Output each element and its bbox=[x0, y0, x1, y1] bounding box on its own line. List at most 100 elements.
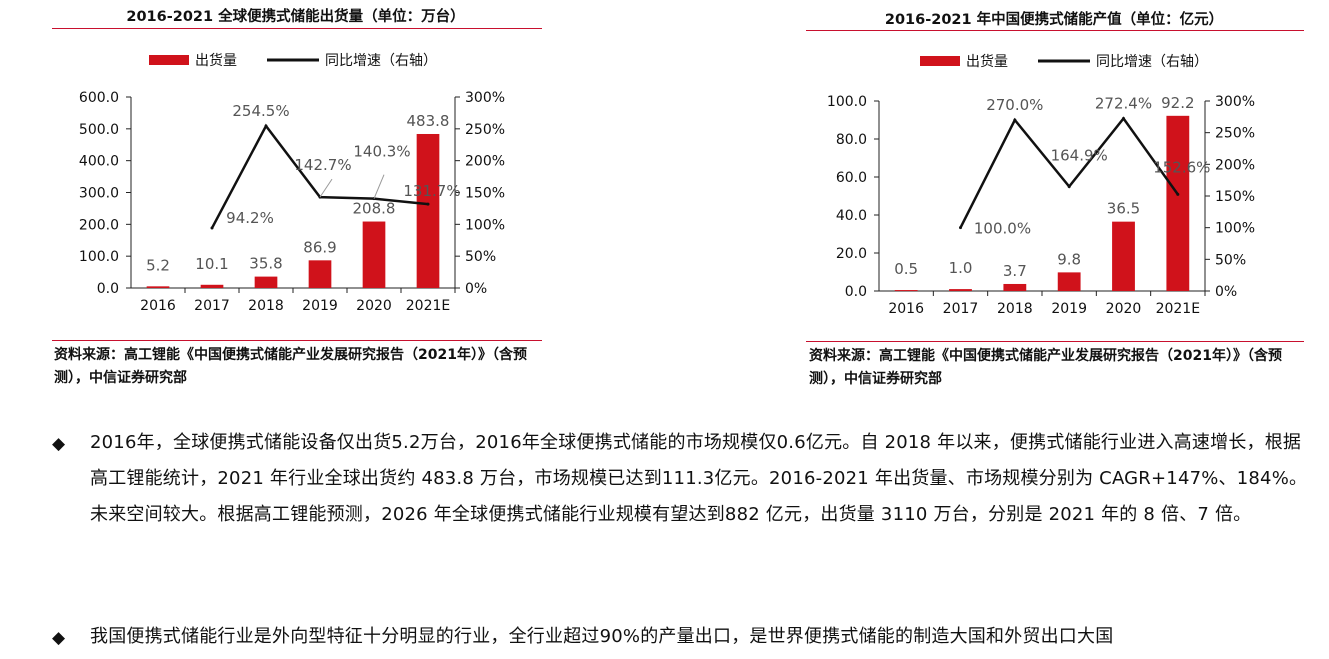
bar-2017 bbox=[200, 284, 224, 288]
growth-rate-point-2017 bbox=[210, 226, 214, 230]
data-label-leader bbox=[319, 178, 333, 198]
bar-2021E bbox=[1166, 115, 1190, 291]
y-tick-label-left: 600.0 bbox=[79, 90, 119, 106]
line-data-label: 152.6% bbox=[1153, 158, 1210, 176]
chart-panel-global-shipments: 2016-2021 全球便携式储能出货量（单位：万台） 出货量 同比增速（右轴） 0… bbox=[48, 0, 543, 392]
y-tick-label-left: 100.0 bbox=[79, 249, 119, 265]
line-data-label: 140.3% bbox=[353, 143, 410, 161]
chart-title: 2016-2021 年中国便携式储能产值（单位：亿元） bbox=[884, 12, 1224, 28]
y-tick-label-right: 0% bbox=[465, 281, 487, 297]
line-data-label: 270.0% bbox=[986, 96, 1043, 114]
line-data-label: 164.9% bbox=[1051, 147, 1108, 165]
y-tick-label-left: 300.0 bbox=[79, 186, 119, 202]
y-tick-label-right: 50% bbox=[1215, 252, 1246, 268]
x-tick-label: 2016 bbox=[140, 298, 176, 314]
bar-data-label: 0.5 bbox=[894, 260, 918, 278]
bullet-diamond-2: ◆ bbox=[52, 628, 66, 648]
bar-data-label: 10.1 bbox=[195, 255, 228, 273]
legend-label-line: 同比增速（右轴） bbox=[325, 53, 437, 69]
bar-data-label: 208.8 bbox=[353, 200, 396, 218]
growth-rate-point-2021E bbox=[426, 202, 430, 206]
legend-label-line: 同比增速（右轴） bbox=[1096, 54, 1208, 70]
y-tick-label-left: 0.0 bbox=[97, 281, 119, 297]
x-tick-label: 2017 bbox=[194, 298, 230, 314]
y-tick-label-left: 20.0 bbox=[836, 246, 867, 262]
bar-data-label: 9.8 bbox=[1057, 250, 1081, 268]
bullet-diamond-1: ◆ bbox=[52, 434, 66, 454]
data-label-leader bbox=[373, 174, 385, 199]
x-tick-label: 2021E bbox=[1156, 301, 1200, 317]
legend-label-bar: 出货量 bbox=[966, 53, 1008, 70]
bar-2016 bbox=[894, 290, 918, 292]
y-tick-label-right: 200% bbox=[1215, 157, 1255, 173]
bar-2017 bbox=[949, 289, 972, 291]
y-tick-label-left: 200.0 bbox=[79, 217, 119, 233]
x-tick-label: 2020 bbox=[1106, 301, 1142, 317]
y-tick-label-left: 0.0 bbox=[845, 284, 867, 300]
bar-data-label: 3.7 bbox=[1003, 262, 1027, 280]
growth-rate-line bbox=[959, 116, 1179, 229]
chart-panel-china-output-value: 2016-2021 年中国便携式储能产值（单位：亿元） 出货量 同比增速（右轴） 0… bbox=[803, 5, 1305, 397]
line-data-label: 142.7% bbox=[294, 156, 351, 174]
x-tick-label: 2018 bbox=[248, 298, 284, 314]
line-data-label: 131.7% bbox=[403, 182, 460, 200]
growth-rate-point-2020 bbox=[1122, 116, 1125, 120]
bar-2018 bbox=[1003, 283, 1027, 291]
growth-rate-point-2019 bbox=[1067, 185, 1071, 189]
paragraph-market-overview: 2016年，全球便携式储能设备仅出货5.2万台，2016年全球便携式储能的市场规… bbox=[90, 432, 1308, 525]
y-tick-label-right: 250% bbox=[465, 122, 505, 138]
y-tick-label-right: 200% bbox=[465, 154, 505, 170]
y-tick-label-left: 60.0 bbox=[836, 170, 867, 186]
bar-data-label: 86.9 bbox=[303, 238, 336, 256]
x-tick-label: 2016 bbox=[888, 301, 924, 317]
x-tick-label: 2021E bbox=[406, 298, 450, 314]
title-divider bbox=[806, 30, 1304, 31]
y-tick-label-right: 150% bbox=[1215, 189, 1255, 205]
x-tick-label: 2018 bbox=[997, 301, 1033, 317]
title-divider bbox=[52, 28, 542, 29]
legend-swatch-bar bbox=[920, 56, 960, 66]
chart-title: 2016-2021 全球便携式储能出货量（单位：万台） bbox=[126, 9, 465, 25]
line-data-label: 100.0% bbox=[974, 220, 1031, 238]
growth-rate-point-2021E bbox=[1176, 192, 1180, 196]
bar-2019 bbox=[1057, 272, 1081, 291]
bar-data-label: 483.8 bbox=[407, 112, 450, 130]
bar-data-label: 92.2 bbox=[1161, 94, 1194, 112]
y-tick-label-left: 40.0 bbox=[836, 208, 867, 224]
paragraph-export-oriented: 我国便携式储能行业是外向型特征十分明显的行业，全行业超过90%的产量出口，是世界… bbox=[90, 626, 1114, 647]
y-tick-label-right: 150% bbox=[465, 186, 505, 202]
x-tick-label: 2019 bbox=[302, 298, 338, 314]
y-tick-label-right: 250% bbox=[1215, 126, 1255, 142]
y-tick-label-left: 80.0 bbox=[836, 132, 867, 148]
legend-swatch-bar bbox=[149, 55, 189, 65]
line-data-label: 94.2% bbox=[226, 209, 274, 227]
growth-rate-point-2018 bbox=[264, 124, 268, 128]
source-divider bbox=[806, 341, 1304, 342]
chart-canvas-left: 出货量 同比增速（右轴） 0.0 100.0 200.0 300.0 400.0 500.0 6… bbox=[79, 52, 505, 314]
growth-rate-point-2018 bbox=[1013, 118, 1017, 122]
source-divider bbox=[52, 340, 542, 341]
source-note: 资料来源：高工锂能《中国便携式储能产业发展研究报告（2021年）》（含预测），中… bbox=[54, 347, 527, 386]
line-data-label: 254.5% bbox=[232, 102, 289, 120]
legend-label-bar: 出货量 bbox=[195, 52, 237, 69]
y-tick-label-right: 300% bbox=[465, 90, 505, 106]
growth-rate-point-2017 bbox=[959, 226, 962, 230]
y-tick-label-left: 100.0 bbox=[827, 94, 867, 110]
y-tick-label-right: 100% bbox=[465, 217, 505, 233]
chart-canvas-right: 出货量 同比增速（右轴） 0.0 20.0 40.0 60.0 80.0 100.0 0% 50%… bbox=[827, 53, 1255, 317]
bar-2021E bbox=[416, 133, 440, 288]
x-tick-label: 2017 bbox=[943, 301, 979, 317]
line-data-label: 272.4% bbox=[1095, 94, 1152, 112]
bar-data-label: 35.8 bbox=[249, 255, 282, 273]
bar-data-label: 1.0 bbox=[949, 259, 973, 277]
bar-2018 bbox=[254, 276, 278, 288]
bar-2019 bbox=[308, 260, 332, 288]
y-tick-label-right: 0% bbox=[1215, 284, 1237, 300]
bar-data-label: 36.5 bbox=[1107, 200, 1140, 218]
y-tick-label-left: 400.0 bbox=[79, 154, 119, 170]
x-tick-label: 2019 bbox=[1051, 301, 1087, 317]
y-tick-label-right: 50% bbox=[465, 249, 496, 265]
source-note: 资料来源：高工锂能《中国便携式储能产业发展研究报告（2021年）》（含预测），中… bbox=[809, 348, 1282, 387]
bar-data-label: 5.2 bbox=[146, 256, 170, 274]
bar-2016 bbox=[146, 286, 170, 288]
